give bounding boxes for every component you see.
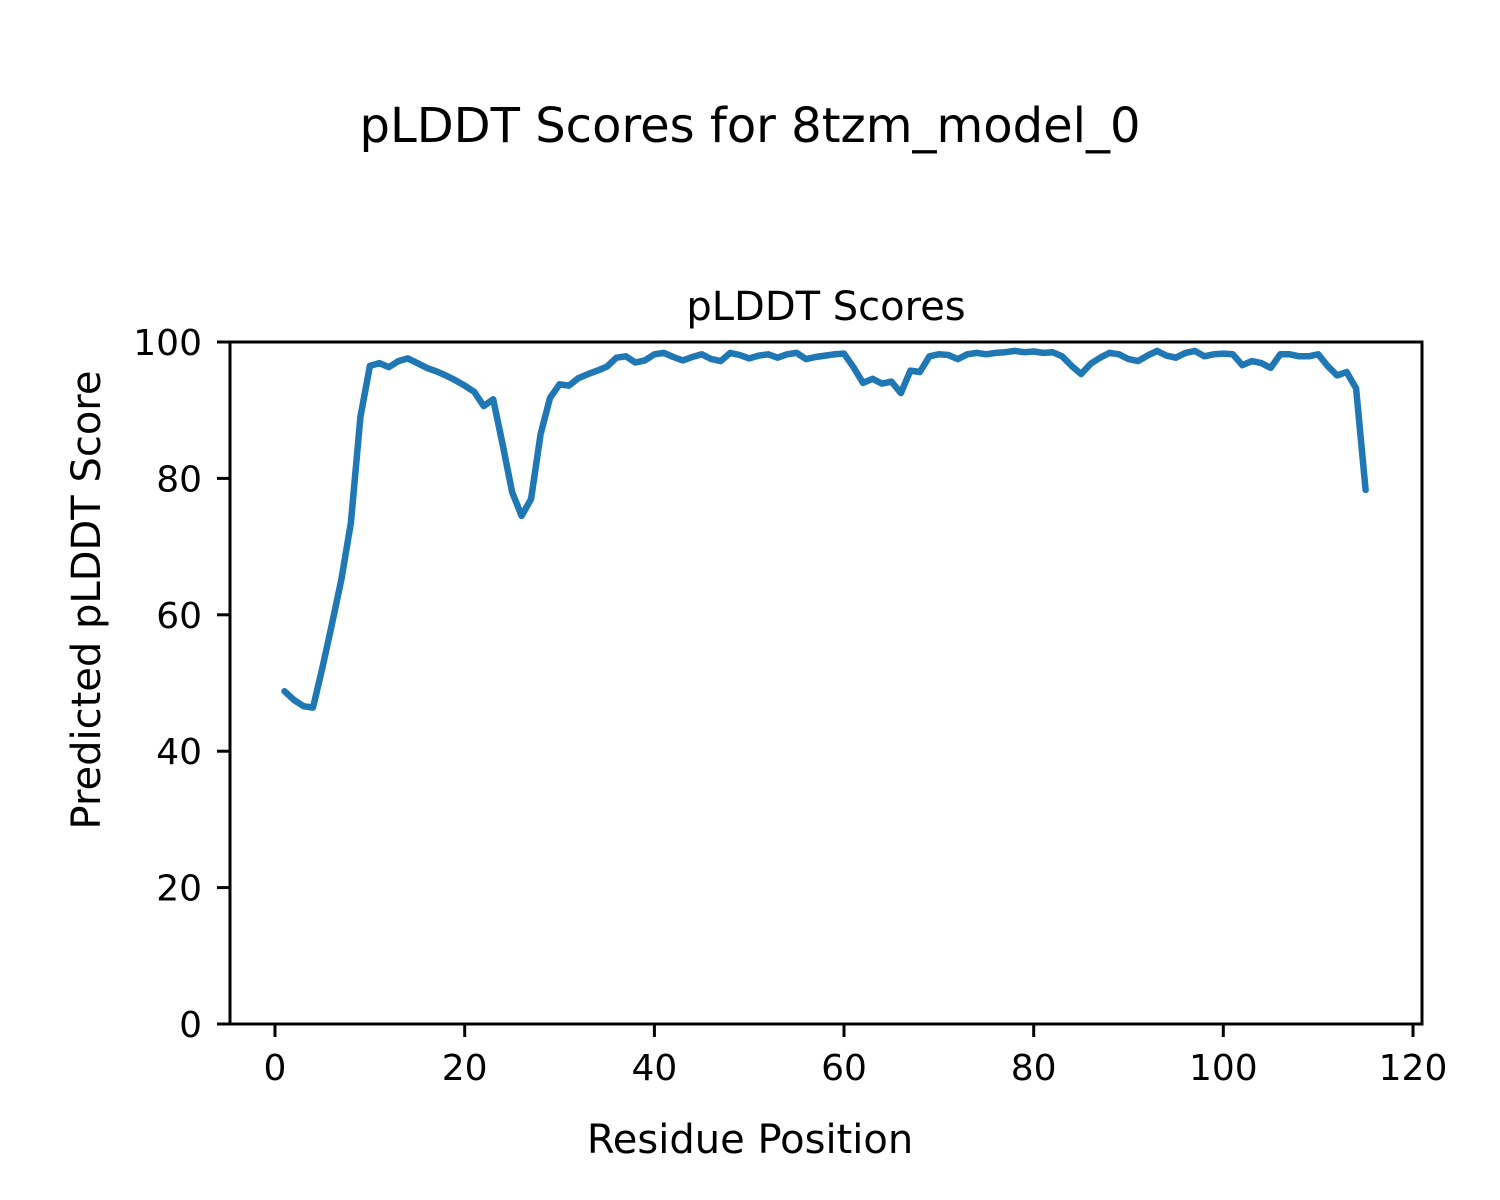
- x-tick-label: 60: [821, 1048, 867, 1089]
- y-tick-label: 40: [156, 732, 202, 773]
- y-tick-label: 60: [156, 596, 202, 637]
- x-tick-label: 120: [1379, 1048, 1448, 1089]
- y-tick-label: 80: [156, 459, 202, 500]
- y-tick-label: 20: [156, 869, 202, 910]
- y-axis-label: Predicted pLDDT Score: [64, 371, 110, 830]
- x-tick-label: 80: [1011, 1048, 1057, 1089]
- figure-title: pLDDT Scores for 8tzm_model_0: [360, 98, 1141, 154]
- plot-border: [228, 340, 1424, 1026]
- x-tick-label: 40: [631, 1048, 677, 1089]
- y-tick-label: 100: [133, 323, 202, 364]
- x-tick-label: 20: [442, 1048, 488, 1089]
- axes-title: pLDDT Scores: [686, 284, 965, 330]
- plddt-line: [281, 347, 1369, 711]
- x-axis-ticks: 0 20 40 60 80 100 120: [264, 1024, 1448, 1089]
- x-tick-label: 100: [1189, 1048, 1258, 1089]
- y-tick-label: 0: [179, 1005, 202, 1046]
- x-tick-label: 0: [264, 1048, 287, 1089]
- y-axis-ticks: 0 20 40 60 80 100: [133, 323, 230, 1046]
- x-axis-label: Residue Position: [587, 1117, 913, 1163]
